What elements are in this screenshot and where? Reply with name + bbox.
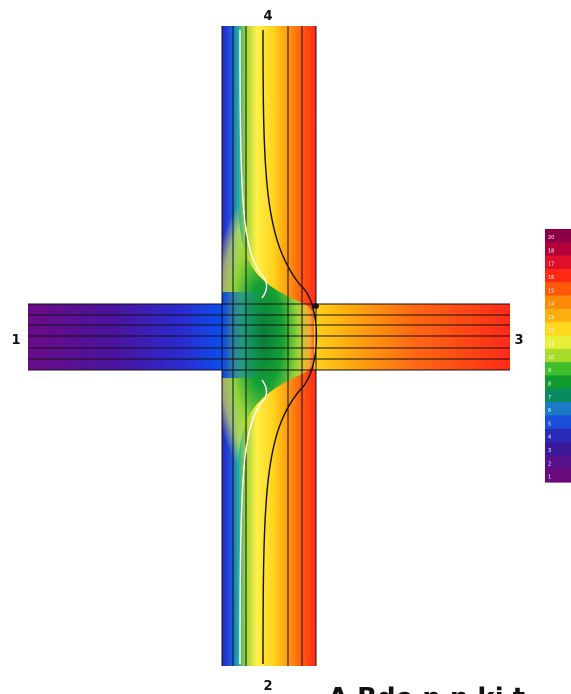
legend-swatch	[545, 348, 571, 363]
right-wall	[314, 304, 510, 370]
legend-swatch	[545, 295, 571, 310]
junction-heat-zone	[222, 200, 321, 470]
legend-tick-label: 13	[548, 315, 554, 321]
legend-tick-label: 6	[548, 408, 551, 414]
temperature-color-legend: 20 18 17 16 15 14 13 12 11 10 9 8 7 6 5 4 3 2 1	[545, 229, 571, 483]
legend-swatch	[545, 335, 571, 350]
legend-tick-label: 4	[548, 435, 551, 441]
label-right: 3	[514, 333, 523, 348]
label-left: 1	[11, 333, 20, 348]
label-bottom: 2	[263, 679, 272, 694]
legend-swatch	[545, 415, 571, 430]
legend-swatch	[545, 268, 571, 283]
legend-swatch	[545, 402, 571, 417]
legend-swatch	[545, 362, 571, 377]
legend-swatch	[545, 308, 571, 323]
legend-swatch	[545, 229, 571, 243]
legend-swatch	[545, 282, 571, 297]
legend-swatch	[545, 442, 571, 456]
legend-tick-label: 2	[548, 461, 551, 467]
legend-swatch	[545, 255, 571, 270]
isotherm-white	[239, 29, 268, 665]
junction-cold-edge	[222, 292, 262, 378]
legend-tick-label: 18	[548, 248, 554, 254]
legend-tick-label: 14	[548, 302, 554, 308]
horizontal-layer-lines	[28, 303, 510, 371]
legend-swatch	[545, 455, 571, 470]
legend-tick-label: 16	[548, 275, 554, 281]
left-wall	[28, 304, 224, 370]
legend-tick-label: 15	[548, 288, 554, 294]
legend-tick-label: 11	[548, 342, 554, 348]
isotherm-black	[262, 29, 318, 665]
legend-tick-label: 3	[548, 448, 551, 454]
caption-fragment: A Bde n n ki t	[328, 683, 525, 694]
legend-swatch	[545, 388, 571, 403]
legend-tick-label: 7	[548, 395, 551, 401]
legend-tick-label: 5	[548, 421, 551, 427]
legend-swatch	[545, 468, 571, 483]
label-top: 4	[263, 9, 272, 24]
legend-tick-label: 10	[548, 355, 554, 361]
legend-tick-label: 9	[548, 368, 551, 374]
legend-swatch	[545, 375, 571, 390]
legend-swatch	[545, 428, 571, 443]
junction-point	[313, 303, 319, 309]
legend-tick-label: 17	[548, 262, 554, 268]
legend-swatch	[545, 242, 571, 257]
legend-tick-label: 12	[548, 328, 554, 334]
legend-swatch	[545, 322, 571, 337]
legend-tick-label: 8	[548, 381, 551, 387]
legend-tick-label: 20	[548, 235, 554, 241]
legend-tick-label: 1	[548, 475, 551, 481]
